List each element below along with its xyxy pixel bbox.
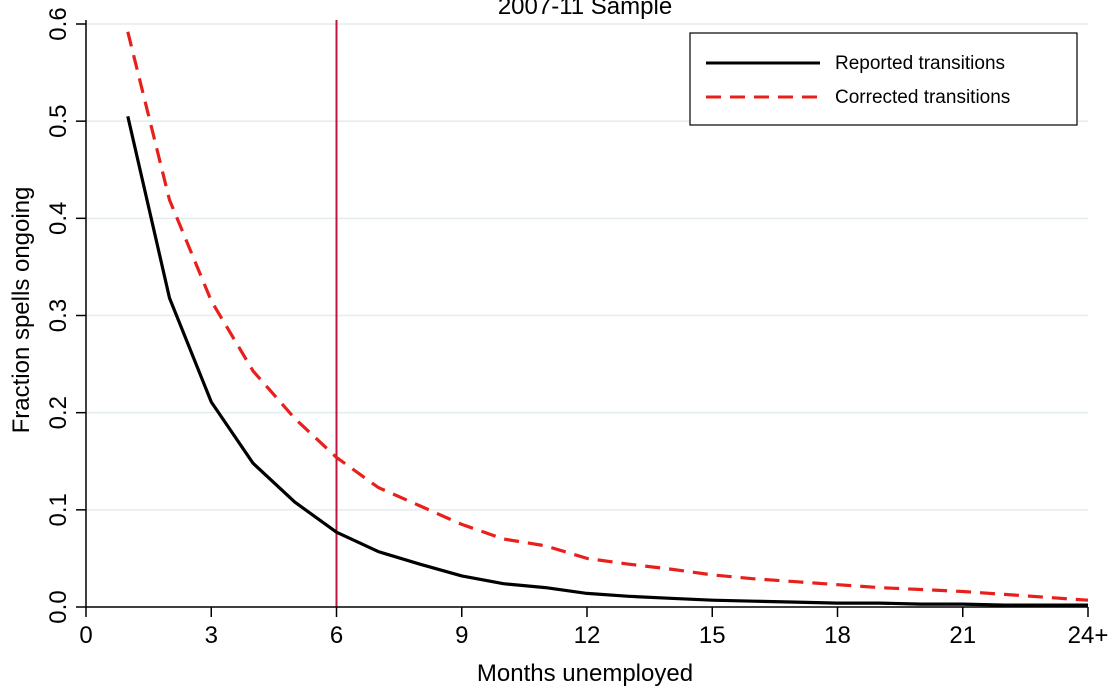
series-line-corrected-transitions: [126, 31, 1089, 602]
y-tick-label-3: 0.3: [45, 299, 72, 332]
x-axis-title: Months unemployed: [477, 660, 693, 687]
series-group: [126, 31, 1089, 607]
grid-lines: [86, 23, 1088, 511]
chart-title: 2007-11 Sample: [498, 0, 672, 20]
x-tick-label-7: 21: [949, 622, 976, 649]
y-tick-label-2: 0.2: [45, 396, 72, 429]
x-tick-label-1: 3: [205, 622, 218, 649]
tick-labels: 0.0 0.1 0.2 0.3 0.4 0.5 0.6 0 3 6 9 12 15 18 21 24+: [45, 7, 1108, 649]
x-tick-label-6: 18: [824, 622, 851, 649]
legend: Reported transitions Corrected transitio…: [689, 32, 1078, 126]
x-tick-label-3: 9: [455, 622, 468, 649]
x-tick-label-4: 12: [574, 622, 601, 649]
y-tick-label-6: 0.6: [45, 7, 72, 40]
x-tick-label-2: 6: [330, 622, 343, 649]
axes: [76, 20, 1089, 617]
y-tick-label-5: 0.5: [45, 104, 72, 137]
x-tick-label-8: 24+: [1068, 622, 1109, 649]
y-axis-title: Fraction spells ongoing: [8, 187, 35, 434]
series-line-reported-transitions: [126, 115, 1088, 607]
y-tick-label-0: 0.0: [45, 590, 72, 623]
y-tick-label-4: 0.4: [45, 202, 72, 235]
x-tick-label-0: 0: [79, 622, 92, 649]
y-tick-label-1: 0.1: [45, 493, 72, 526]
x-tick-label-5: 15: [699, 622, 726, 649]
legend-label-corrected: Corrected transitions: [835, 87, 1010, 108]
legend-label-reported: Reported transitions: [835, 53, 1005, 74]
legend-box: [689, 32, 1078, 126]
